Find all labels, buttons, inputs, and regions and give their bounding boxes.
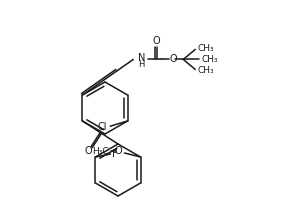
Text: O: O (153, 36, 160, 46)
Text: H₃C: H₃C (92, 147, 109, 155)
Text: O: O (85, 146, 92, 156)
Text: CH₃: CH₃ (202, 55, 219, 64)
Text: N: N (138, 53, 146, 63)
Text: H: H (138, 60, 145, 69)
Text: CH₃: CH₃ (198, 66, 215, 75)
Text: O: O (115, 146, 122, 156)
Text: Cl: Cl (98, 122, 107, 132)
Text: CH₃: CH₃ (198, 44, 215, 53)
Text: O: O (169, 55, 177, 65)
Text: F: F (112, 149, 117, 159)
